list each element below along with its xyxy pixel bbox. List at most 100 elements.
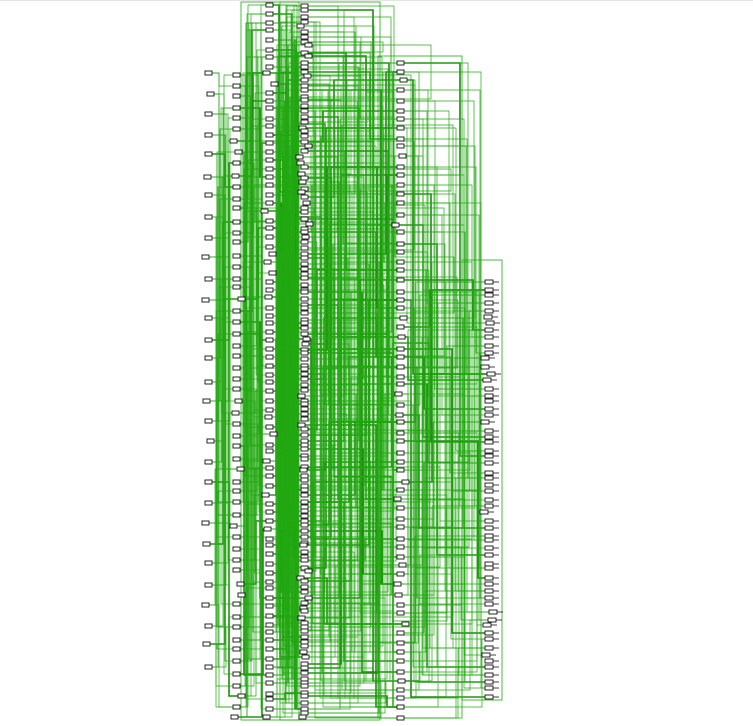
output-cell bbox=[484, 439, 494, 445]
logic-cell bbox=[204, 70, 213, 76]
feedback-wire bbox=[273, 118, 397, 599]
logic-cell bbox=[265, 696, 274, 702]
logic-cell bbox=[265, 305, 274, 311]
logic-cell bbox=[231, 173, 240, 179]
logic-cell bbox=[265, 465, 274, 471]
output-cell bbox=[484, 497, 494, 503]
logic-cell bbox=[262, 714, 271, 720]
logic-cell bbox=[301, 654, 310, 660]
logic-cell bbox=[204, 479, 213, 485]
feedback-wire bbox=[296, 123, 326, 710]
logic-cell bbox=[396, 297, 405, 303]
output-cell bbox=[484, 386, 494, 392]
logic-cell bbox=[265, 47, 274, 53]
logic-cell bbox=[206, 91, 215, 97]
logic-cell bbox=[394, 391, 403, 397]
logic-cell bbox=[300, 114, 309, 120]
logic-cell bbox=[232, 624, 241, 630]
logic-cell bbox=[302, 200, 311, 206]
logic-cell bbox=[396, 143, 405, 149]
wire bbox=[211, 176, 232, 414]
output-cell bbox=[484, 448, 494, 454]
wire bbox=[209, 468, 237, 606]
wire bbox=[273, 551, 301, 684]
output-cell bbox=[484, 406, 494, 412]
logic-cell bbox=[265, 27, 274, 33]
logic-cell bbox=[298, 714, 307, 720]
logic-cell bbox=[265, 363, 274, 369]
logic-cell bbox=[300, 387, 309, 393]
logic-cell bbox=[268, 270, 277, 276]
logic-cell bbox=[265, 11, 274, 17]
logic-cell bbox=[396, 305, 405, 311]
output-cell bbox=[484, 595, 494, 601]
logic-cell bbox=[396, 108, 405, 114]
logic-cell bbox=[234, 398, 243, 404]
logic-cell bbox=[396, 695, 405, 701]
logic-cell bbox=[396, 459, 405, 465]
output-cell bbox=[484, 636, 494, 642]
logic-cell bbox=[300, 608, 309, 614]
logic-cell bbox=[300, 376, 309, 382]
logic-cell bbox=[232, 276, 241, 282]
logic-cell bbox=[265, 313, 274, 319]
logic-cell bbox=[391, 222, 400, 228]
logic-cell bbox=[202, 641, 211, 647]
logic-cell bbox=[297, 189, 306, 195]
logic-cell bbox=[300, 513, 309, 519]
wire bbox=[401, 567, 485, 585]
logic-cell bbox=[263, 526, 272, 532]
logic-cell bbox=[265, 672, 274, 678]
output-cell bbox=[484, 658, 494, 664]
logic-cell bbox=[265, 622, 274, 628]
logic-cell bbox=[265, 379, 274, 385]
wire bbox=[404, 356, 485, 640]
output-cell bbox=[484, 575, 494, 581]
logic-cell bbox=[396, 200, 405, 206]
logic-cell bbox=[236, 466, 245, 472]
wire bbox=[404, 110, 485, 304]
wire bbox=[401, 498, 485, 683]
logic-cell bbox=[265, 132, 274, 138]
logic-cell bbox=[300, 64, 309, 70]
logic-cell bbox=[232, 93, 241, 99]
logic-cell bbox=[232, 230, 241, 236]
logic-cell bbox=[265, 561, 274, 567]
logic-cell bbox=[396, 487, 405, 493]
logic-cell bbox=[396, 630, 405, 636]
logic-cell bbox=[300, 683, 309, 689]
logic-cell bbox=[300, 139, 309, 145]
logic-cell bbox=[203, 174, 212, 180]
logic-cell bbox=[300, 128, 309, 134]
feedback-wire bbox=[273, 184, 393, 522]
logic-cell bbox=[299, 467, 308, 473]
logic-cell bbox=[300, 275, 309, 281]
wire bbox=[308, 526, 397, 714]
logic-cell bbox=[296, 160, 305, 166]
logic-cell bbox=[300, 522, 309, 528]
logic-cell bbox=[300, 320, 309, 326]
logic-cell bbox=[265, 542, 274, 548]
logic-cell bbox=[232, 433, 241, 439]
output-cell bbox=[484, 518, 494, 524]
logic-cell bbox=[396, 402, 405, 408]
logic-cell bbox=[265, 473, 274, 479]
logic-cell bbox=[265, 483, 274, 489]
logic-cell bbox=[300, 700, 309, 706]
logic-cell bbox=[265, 518, 274, 524]
logic-cell bbox=[232, 421, 241, 427]
logic-cell bbox=[204, 582, 213, 588]
logic-cell bbox=[300, 411, 309, 417]
logic-cell bbox=[260, 208, 269, 214]
logic-cell bbox=[300, 456, 309, 462]
wire bbox=[270, 44, 305, 718]
output-cell bbox=[484, 434, 494, 440]
logic-cell bbox=[397, 334, 406, 340]
logic-cell bbox=[265, 664, 274, 670]
logic-cell bbox=[204, 459, 213, 465]
logic-cell bbox=[232, 443, 241, 449]
output-cell bbox=[480, 364, 490, 370]
logic-cell bbox=[304, 143, 313, 149]
logic-cell bbox=[232, 105, 241, 111]
